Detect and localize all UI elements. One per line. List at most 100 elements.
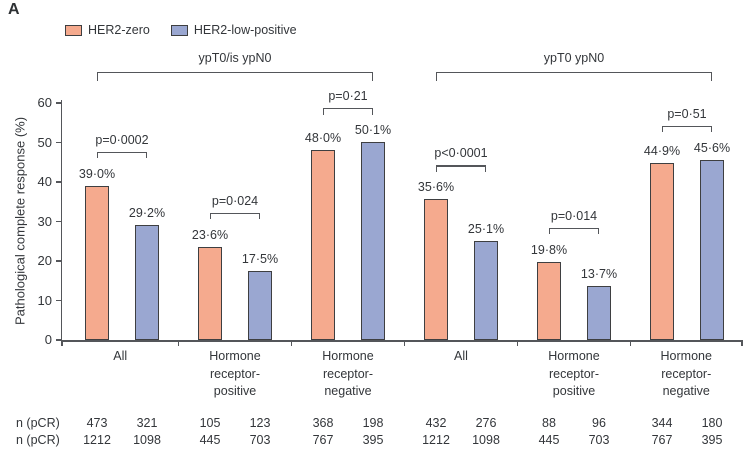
bar-value-label: 19·8% (530, 242, 568, 257)
legend-item-her2-low-positive: HER2-low-positive (170, 23, 297, 37)
axis-divider-tick (61, 340, 63, 346)
y-tick (55, 260, 62, 262)
legend-swatch-her2-zero (65, 24, 82, 36)
count-value: 445 (538, 433, 560, 447)
p-value-bracket (436, 165, 486, 167)
count-value: 703 (249, 433, 271, 447)
count-value: 395 (362, 433, 384, 447)
y-tick (55, 141, 62, 144)
bar-value-label: 45·6% (693, 140, 731, 155)
count-value: 321 (136, 416, 158, 430)
count-value: 96 (592, 416, 606, 430)
count-value: 703 (588, 433, 610, 447)
bar (587, 285, 611, 340)
y-tick-label: 50 (37, 134, 52, 150)
count-value: 1212 (422, 433, 450, 447)
p-value-label: p=0·014 (550, 208, 598, 223)
y-tick-label: 20 (37, 253, 52, 268)
bar-value-label: 25·1% (467, 221, 505, 236)
count-value: 767 (651, 433, 673, 447)
category-label: Hormone receptor- negative (660, 349, 712, 398)
span-bracket-end (436, 72, 438, 81)
count-value: 1098 (133, 433, 161, 447)
count-value: 123 (249, 416, 271, 430)
p-value-bracket-end (258, 212, 260, 220)
p-value-label: p=0·21 (328, 89, 368, 104)
span-bracket-label: ypT0/is ypN0 (198, 51, 272, 65)
axis-divider-tick (290, 340, 293, 346)
bar-value-label: 35·6% (417, 180, 455, 195)
bar-value-label: 44·9% (643, 143, 681, 158)
count-value: 368 (312, 416, 334, 430)
panel-label: A (8, 1, 20, 18)
y-tick (55, 220, 62, 223)
bar (424, 199, 448, 340)
bar-value-label: 48·0% (304, 131, 342, 146)
span-bracket (97, 72, 373, 74)
count-value: 105 (199, 416, 221, 430)
p-value-bracket (662, 125, 712, 128)
count-value: 432 (425, 416, 447, 430)
span-bracket (436, 72, 712, 74)
count-value: 198 (362, 416, 384, 430)
bar-value-label: 29·2% (128, 205, 166, 220)
y-tick-label: 0 (44, 332, 52, 347)
count-value: 767 (312, 433, 334, 447)
legend-item-her2-zero: HER2-zero (65, 23, 150, 37)
bar (248, 270, 272, 340)
count-value: 1212 (83, 433, 111, 447)
bar (135, 224, 159, 340)
p-value-bracket-end (597, 227, 599, 235)
count-value: 473 (86, 416, 108, 430)
count-row1-label: n (pCR) (16, 416, 60, 430)
p-value-bracket-end (662, 125, 664, 133)
category-label: Hormone receptor- positive (548, 349, 600, 398)
p-value-label: p=0·51 (667, 106, 707, 121)
axis-divider-tick (177, 340, 180, 346)
category-label: All (113, 349, 128, 363)
bar (311, 150, 335, 340)
bar (85, 185, 109, 340)
bar-value-label: 50·1% (354, 123, 392, 138)
p-value-bracket-end (210, 212, 212, 220)
bar (537, 261, 561, 340)
count-value: 1098 (472, 433, 500, 447)
count-row2-label: n (pCR) (16, 433, 60, 447)
bar-value-label: 39·0% (78, 166, 116, 181)
span-bracket-label: ypT0 ypN0 (543, 51, 605, 65)
bar (700, 159, 724, 340)
p-value-bracket-end (436, 165, 438, 172)
bar (474, 240, 498, 340)
count-value: 180 (701, 416, 723, 430)
bar-value-label: 17·5% (241, 251, 279, 266)
p-value-bracket-end (710, 125, 712, 133)
p-value-bracket (97, 151, 147, 154)
p-value-bracket (323, 108, 373, 110)
legend-label-her2-zero: HER2-zero (88, 23, 150, 37)
y-tick-label: 30 (37, 213, 52, 229)
bar-value-label: 23·6% (191, 227, 229, 242)
p-value-label: p=0·024 (211, 193, 259, 208)
axis-divider-tick (403, 340, 406, 346)
count-value: 445 (199, 433, 221, 447)
axis-divider-tick (516, 340, 519, 346)
y-tick (55, 299, 62, 302)
x-axis-line (60, 340, 742, 342)
legend-swatch-her2-low-positive (170, 24, 188, 36)
count-value: 344 (651, 416, 673, 430)
axis-divider-tick (741, 340, 743, 346)
p-value-bracket-end (484, 165, 486, 172)
bar (650, 162, 674, 340)
p-value-label: p=0·0002 (95, 132, 149, 147)
category-label: Hormone receptor- positive (209, 349, 261, 398)
p-value-bracket (210, 212, 260, 214)
p-value-bracket (549, 227, 599, 229)
span-bracket-end (710, 72, 712, 81)
count-value: 395 (701, 433, 723, 447)
y-tick-label: 40 (37, 174, 52, 189)
category-label: All (454, 349, 468, 363)
bar (198, 246, 222, 340)
span-bracket-end (371, 72, 373, 81)
span-bracket-end (97, 72, 99, 81)
